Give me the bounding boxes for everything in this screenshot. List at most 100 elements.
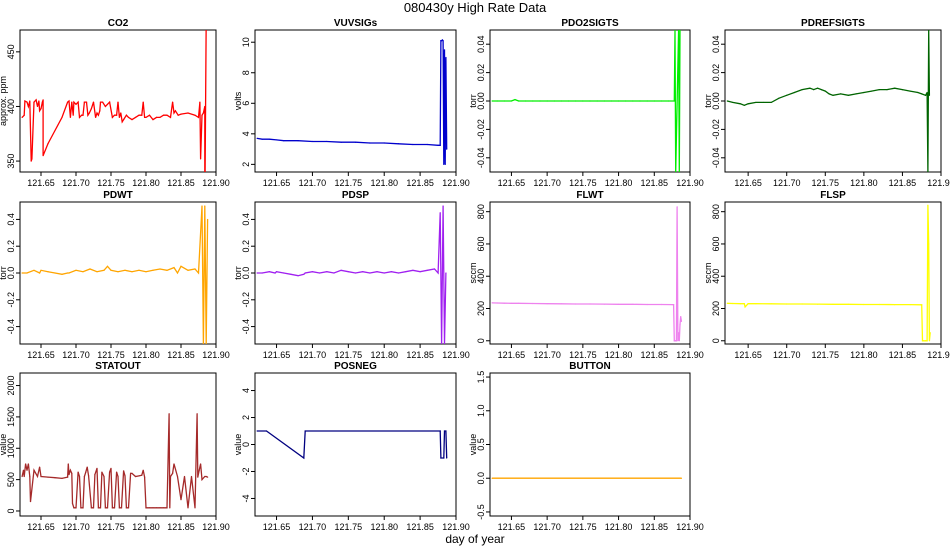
x-tick-label: 121.85 <box>406 350 434 360</box>
y-tick-label: -0.2 <box>6 292 16 308</box>
data-point <box>589 100 591 102</box>
data-point <box>762 101 765 104</box>
x-tick-label: 121.85 <box>167 350 195 360</box>
data-point <box>441 343 443 344</box>
data-point <box>199 101 201 103</box>
data-point <box>194 268 196 270</box>
data-point <box>106 103 109 105</box>
y-tick-label: 400 <box>476 269 486 284</box>
plot-frame <box>19 372 217 517</box>
data-point <box>439 430 441 432</box>
data-point <box>71 472 73 474</box>
y-tick-label: -0.04 <box>711 148 721 169</box>
data-point <box>732 101 734 104</box>
data-point <box>632 303 634 305</box>
data-point <box>118 116 120 118</box>
figure-title: 080430y High Rate Data <box>404 0 547 15</box>
y-tick-label: 2 <box>241 415 251 420</box>
panel-title: PDWT <box>103 190 132 201</box>
data-point <box>567 100 570 102</box>
data-point <box>201 114 203 116</box>
data-point <box>617 303 620 305</box>
y-tick-label: 0 <box>476 338 486 343</box>
data-point <box>162 114 165 116</box>
data-point <box>261 272 263 274</box>
panel-pdsp: PDSP 121.65 121.70 121.75 121.80 121.85 121.90… <box>233 190 470 360</box>
data-point <box>31 158 33 160</box>
x-tick-label: 121.70 <box>533 522 561 532</box>
data-point <box>927 204 929 206</box>
data-point <box>88 475 90 477</box>
data-point <box>290 273 292 275</box>
data-point <box>672 304 675 306</box>
data-point <box>61 477 63 479</box>
data-point <box>297 275 299 277</box>
data-point <box>38 100 40 102</box>
data-point <box>268 138 270 140</box>
data-point <box>131 118 133 121</box>
data-point <box>29 100 31 102</box>
data-point <box>40 269 42 271</box>
x-tick-label: 121.90 <box>442 178 470 188</box>
data-point <box>347 271 349 273</box>
data-point <box>159 116 161 118</box>
data-point <box>82 507 84 509</box>
data-point <box>596 100 598 102</box>
data-point <box>927 171 929 172</box>
y-axis-label: torr <box>468 94 478 108</box>
data-point <box>117 101 119 103</box>
data-point <box>130 472 132 474</box>
data-point <box>78 475 81 478</box>
data-point <box>101 471 103 473</box>
data-point <box>67 101 69 103</box>
data-point <box>201 205 203 207</box>
data-point <box>679 30 681 31</box>
data-point <box>54 129 56 132</box>
y-tick-label: -4 <box>241 494 251 502</box>
x-tick-label: 121.80 <box>132 350 160 360</box>
data-point <box>180 265 182 267</box>
data-point <box>369 272 371 274</box>
data-point <box>68 100 70 102</box>
y-axis-label: torr <box>0 266 8 280</box>
data-point <box>778 97 780 99</box>
data-point <box>283 140 285 142</box>
data-point <box>176 272 179 274</box>
data-point <box>444 163 446 165</box>
plot-frame <box>724 201 942 345</box>
data-point <box>419 271 421 273</box>
data-point <box>440 457 442 459</box>
data-point <box>138 114 140 116</box>
y-tick-label: 8 <box>241 70 251 75</box>
data-point <box>929 332 931 334</box>
data-point <box>33 469 35 471</box>
plot-frame <box>19 29 217 173</box>
x-tick-label: 121.65 <box>27 350 55 360</box>
x-tick-label: 121.80 <box>132 178 160 188</box>
panel-co2: CO2 121.65 121.70 121.75 121.80 121.85 121.90 3… <box>0 18 230 188</box>
data-point <box>743 104 745 106</box>
y-axis-label: value <box>233 434 243 456</box>
data-point <box>443 457 445 459</box>
data-point <box>437 144 439 146</box>
data-point <box>514 98 516 101</box>
data-point <box>118 507 120 509</box>
data-point <box>29 500 32 503</box>
y-tick-label: 800 <box>476 204 486 219</box>
data-point <box>152 507 154 509</box>
data-point <box>21 272 23 274</box>
data-point <box>847 303 850 305</box>
data-point <box>928 94 931 96</box>
data-point <box>582 100 584 102</box>
data-point <box>194 507 196 509</box>
x-tick-label: 121.70 <box>773 350 801 360</box>
data-point <box>256 137 258 140</box>
data-point <box>426 269 428 271</box>
data-point <box>42 155 44 157</box>
data-point <box>828 93 830 95</box>
y-tick-label: 0.0 <box>241 267 251 280</box>
x-tick-label: 121.65 <box>498 178 526 188</box>
panel-flsp: FLSP 121.65 121.70 121.75 121.80 121.85 121.9 0… <box>703 190 950 360</box>
data-point <box>92 507 95 509</box>
data-point <box>69 469 71 471</box>
